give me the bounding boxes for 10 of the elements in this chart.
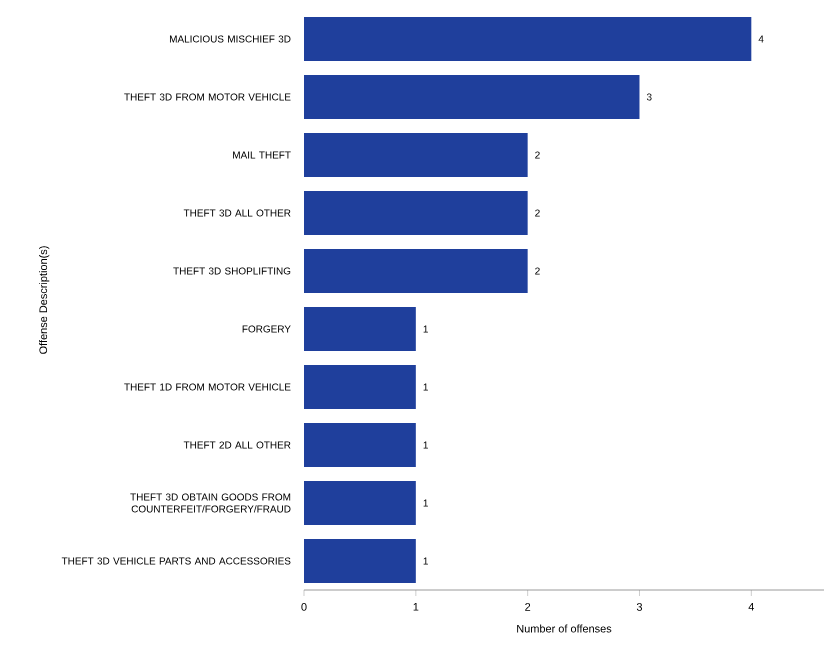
- bar: [303, 74, 640, 119]
- bar: [303, 481, 416, 525]
- bar: [303, 364, 416, 409]
- bar: [303, 248, 528, 293]
- bar: [303, 539, 416, 583]
- bar: [303, 422, 416, 467]
- bar: [303, 16, 752, 61]
- bar: [303, 306, 416, 351]
- bar: [303, 132, 528, 177]
- bar: [303, 190, 528, 235]
